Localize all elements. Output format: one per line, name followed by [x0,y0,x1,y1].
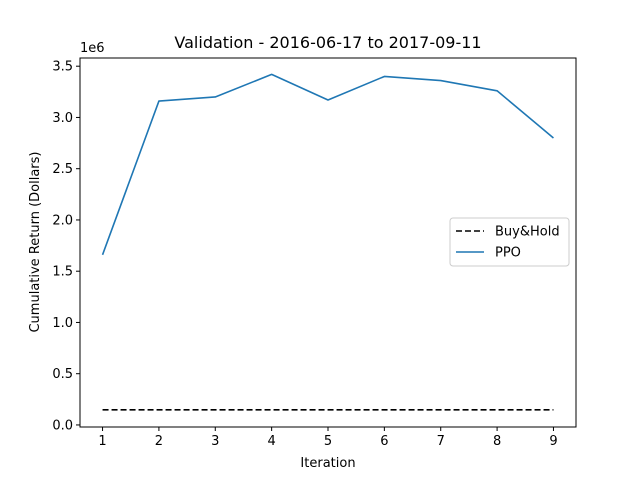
y-tick-label: 0.0 [52,418,73,433]
x-tick-label: 9 [549,434,557,449]
x-tick-label: 1 [98,434,106,449]
x-tick-label: 8 [493,434,501,449]
y-tick-label: 1.5 [52,265,73,280]
y-tick-label: 2.5 [52,162,73,177]
y-tick-label: 3.5 [52,60,73,75]
y-tick-label: 3.0 [52,111,73,126]
x-tick-label: 4 [267,434,275,449]
series-line-ppo [101,73,554,256]
chart-title: Validation - 2016-06-17 to 2017-09-11 [174,33,481,52]
plot-frame [79,57,577,428]
x-tick-label: 2 [155,434,163,449]
legend-box [449,217,570,267]
x-axis-label: Iteration [300,456,355,471]
y-axis-label: Cumulative Return (Dollars) [28,151,43,332]
legend-label: PPO [495,246,521,261]
legend-label: Buy&Hold [495,225,560,240]
y-tick-label: 0.5 [52,367,73,382]
y-tick-label: 2.0 [52,213,73,228]
y-scale-label: 1e6 [80,41,105,56]
x-tick-label: 5 [324,434,332,449]
y-tick-label: 1.0 [52,316,73,331]
legend: Buy&Hold PPO [449,217,570,267]
x-tick-label: 3 [211,434,219,449]
plot-area: 1 2 3 4 5 6 7 8 9 0.0 0.5 1.0 1.5 2.0 2.5 3.0 3.5 [52,60,557,449]
x-tick-label: 6 [380,434,388,449]
x-tick-label: 7 [437,434,445,449]
